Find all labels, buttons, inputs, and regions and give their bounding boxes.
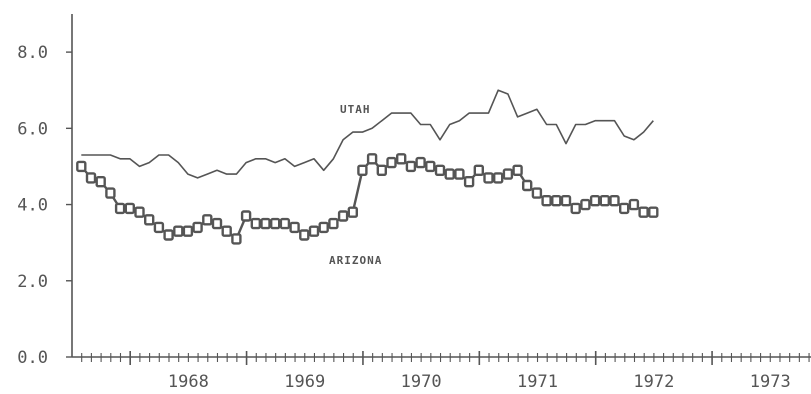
series-lines	[76, 89, 659, 245]
arizona-point	[425, 160, 436, 173]
y-tick-label: 0.0	[17, 348, 48, 368]
arizona-point	[366, 153, 378, 165]
arizona-point	[415, 156, 426, 169]
arizona-point	[609, 194, 620, 207]
y-tick-label: 2.0	[17, 272, 48, 292]
arizona-point	[240, 210, 252, 222]
arizona-point	[328, 217, 339, 230]
arizona-point	[134, 206, 145, 218]
arizona-point	[396, 153, 407, 165]
arizona-point	[512, 164, 523, 177]
arizona-point	[95, 175, 106, 188]
arizona-point	[434, 164, 446, 177]
arizona-point	[337, 210, 349, 222]
arizona-point	[638, 206, 649, 218]
x-tick-label: 1970	[401, 372, 442, 392]
y-axis: 0.0 2.0 4.0 6.0 8.0	[17, 14, 73, 368]
arizona-point	[347, 206, 358, 218]
arizona-point	[221, 225, 232, 237]
arizona-point	[105, 187, 116, 199]
arizona-point	[531, 187, 543, 199]
arizona-point	[619, 202, 630, 215]
arizona-point	[308, 225, 320, 237]
arizona-point	[182, 225, 194, 237]
arizona-point	[405, 160, 417, 173]
arizona-point	[270, 217, 281, 230]
arizona-point	[580, 198, 591, 211]
arizona-point	[570, 202, 581, 215]
x-tick-label: 1968	[168, 372, 209, 392]
arizona-point	[192, 221, 203, 234]
x-tick-label: 1969	[284, 372, 325, 392]
arizona-point	[444, 168, 455, 180]
arizona-point	[173, 225, 184, 237]
arizona-point	[250, 217, 262, 230]
arizona-point	[473, 164, 484, 177]
arizona-point	[124, 202, 136, 215]
arizona-point	[386, 156, 397, 169]
arizona-point	[493, 172, 504, 184]
arizona-point	[463, 175, 475, 188]
arizona-point	[231, 233, 242, 245]
arizona-point	[357, 164, 368, 177]
arizona-point	[76, 160, 87, 173]
arizona-point	[279, 217, 291, 230]
arizona-point	[318, 221, 329, 234]
arizona-point	[260, 217, 271, 230]
y-tick-label: 6.0	[17, 119, 48, 139]
utah-series-label: UTAH	[340, 103, 371, 116]
arizona-point	[551, 194, 562, 207]
arizona-point	[289, 221, 300, 234]
arizona-point	[599, 194, 610, 207]
x-axis: 1968 1969 1970 1971 1972 1973	[72, 351, 811, 392]
arizona-point	[648, 206, 659, 218]
x-tick-label: 1972	[633, 372, 674, 392]
y-tick-label: 4.0	[17, 196, 48, 216]
y-tick-label: 8.0	[17, 43, 48, 63]
arizona-point	[143, 214, 155, 226]
arizona-point	[628, 198, 640, 211]
arizona-point	[502, 168, 514, 180]
arizona-point	[153, 221, 165, 234]
x-tick-label: 1973	[750, 372, 791, 392]
arizona-point	[589, 194, 601, 207]
arizona-series-label: ARIZONA	[329, 254, 382, 267]
arizona-point	[454, 168, 465, 180]
arizona-point	[522, 179, 533, 192]
arizona-point	[163, 229, 174, 241]
x-tick-label: 1971	[517, 372, 558, 392]
arizona-point	[299, 229, 310, 241]
arizona-point	[541, 194, 552, 207]
arizona-point	[483, 172, 494, 184]
arizona-point	[202, 214, 213, 226]
arizona-point	[114, 202, 126, 215]
arizona-point	[376, 164, 387, 177]
arizona-point	[85, 172, 97, 184]
arizona-point	[560, 194, 572, 207]
utah-line	[81, 89, 654, 179]
arizona-point	[211, 217, 223, 230]
